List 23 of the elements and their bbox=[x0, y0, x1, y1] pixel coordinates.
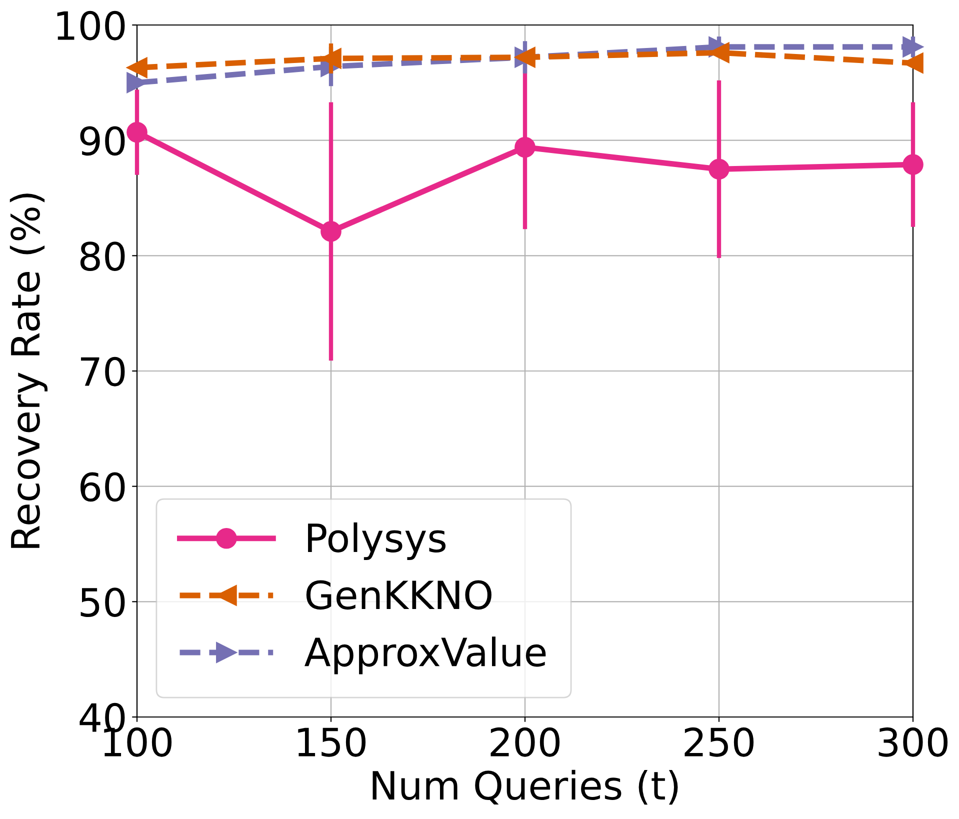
point bbox=[902, 36, 924, 58]
legend-label: Polysys bbox=[308, 522, 446, 560]
y-tick-label: 60 bbox=[80, 472, 125, 502]
point bbox=[902, 52, 924, 74]
point bbox=[514, 136, 536, 158]
point bbox=[126, 122, 148, 143]
x-tick-label: 200 bbox=[490, 727, 560, 757]
x-tick-label: 300 bbox=[878, 727, 948, 757]
y-tick-label: 70 bbox=[80, 356, 125, 386]
point bbox=[902, 154, 924, 175]
legend-label: GenKKNO bbox=[306, 580, 492, 610]
x-axis-title: Num Queries (t) bbox=[372, 770, 678, 805]
y-axis-title: Recovery Rate (%) bbox=[10, 194, 48, 548]
x-tick-label: 150 bbox=[298, 727, 366, 757]
y-tick-label: 50 bbox=[80, 588, 125, 617]
point bbox=[320, 221, 342, 242]
point bbox=[126, 57, 148, 78]
y-tick-label: 80 bbox=[80, 242, 125, 271]
y-tick-label: 100 bbox=[57, 10, 125, 40]
x-tick-label: 250 bbox=[684, 727, 754, 757]
y-tick-label: 90 bbox=[80, 126, 125, 156]
legend-label: ApproxValue bbox=[304, 636, 546, 674]
point bbox=[708, 158, 730, 180]
